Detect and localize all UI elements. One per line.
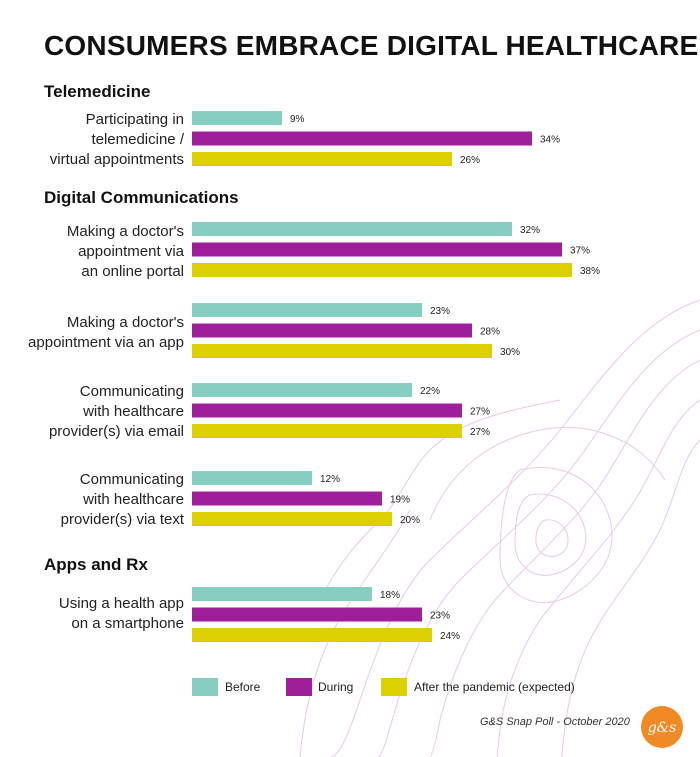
bar-text-during (192, 491, 382, 506)
bar-text-after (192, 512, 392, 526)
section-title-telemedicine: Telemedicine (44, 82, 151, 101)
value-label-text-after: 20% (400, 515, 420, 526)
value-label-text-during: 19% (390, 495, 410, 506)
gs-logo-text: g&s (648, 720, 677, 736)
value-label-online-portal-before: 32% (520, 225, 540, 236)
source-note: G&S Snap Poll - October 2020 (480, 716, 630, 728)
value-label-app-after: 30% (500, 347, 520, 358)
category-label-telemedicine: Participating in telemedicine / virtual … (49, 111, 184, 168)
bar-app-after (192, 344, 492, 358)
value-label-online-portal-after: 38% (580, 266, 600, 277)
legend-swatch-during (286, 678, 312, 696)
category-label-health-app: Using a health app on a smartphone (58, 595, 184, 632)
bar-online-portal-after (192, 263, 572, 277)
value-label-email-during: 27% (470, 407, 490, 418)
value-label-online-portal-during: 37% (570, 246, 590, 257)
value-label-health-app-before: 18% (380, 590, 400, 601)
category-label-email: Communicating with healthcare provider(s… (48, 383, 184, 440)
bar-telemedicine-during (192, 131, 532, 146)
legend-label-before: Before (225, 680, 261, 694)
section-title-digital-communications: Digital Communications (44, 188, 239, 207)
value-label-text-before: 12% (320, 474, 340, 485)
section-title-apps-and-rx: Apps and Rx (44, 555, 148, 574)
category-label-online-portal: Making a doctor's appointment via an onl… (66, 223, 184, 280)
bar-app-during (192, 323, 472, 338)
legend-label-after: After the pandemic (expected) (414, 680, 575, 694)
bar-online-portal-during (192, 242, 562, 257)
legend-swatch-before (192, 678, 218, 696)
legend-swatch-after (381, 678, 407, 696)
bar-online-portal-before (192, 222, 512, 236)
value-label-email-after: 27% (470, 427, 490, 438)
value-label-email-before: 22% (420, 386, 440, 397)
chart-title: CONSUMERS EMBRACE DIGITAL HEALTHCARE (44, 30, 699, 61)
value-label-app-before: 23% (430, 306, 450, 317)
bar-app-before (192, 303, 422, 317)
legend-label-during: During (318, 680, 354, 694)
bar-email-during (192, 403, 462, 418)
bar-health-app-before (192, 587, 372, 601)
value-label-app-during: 28% (480, 327, 500, 338)
bar-health-app-during (192, 607, 422, 622)
gs-logo: g&s (641, 706, 683, 748)
category-label-app: Making a doctor's appointment via an app (28, 314, 184, 351)
value-label-telemedicine-after: 26% (460, 155, 480, 166)
category-label-text: Communicating with healthcare provider(s… (60, 471, 184, 528)
bar-text-before (192, 471, 312, 485)
bar-email-after (192, 424, 462, 438)
bar-email-before (192, 383, 412, 397)
bar-health-app-after (192, 628, 432, 642)
bar-telemedicine-before (192, 111, 282, 125)
value-label-telemedicine-during: 34% (540, 135, 560, 146)
value-label-health-app-during: 23% (430, 611, 450, 622)
value-label-telemedicine-before: 9% (290, 114, 305, 125)
bar-telemedicine-after (192, 152, 452, 166)
value-label-health-app-after: 24% (440, 631, 460, 642)
gs-logo-icon: g&s (641, 706, 683, 748)
